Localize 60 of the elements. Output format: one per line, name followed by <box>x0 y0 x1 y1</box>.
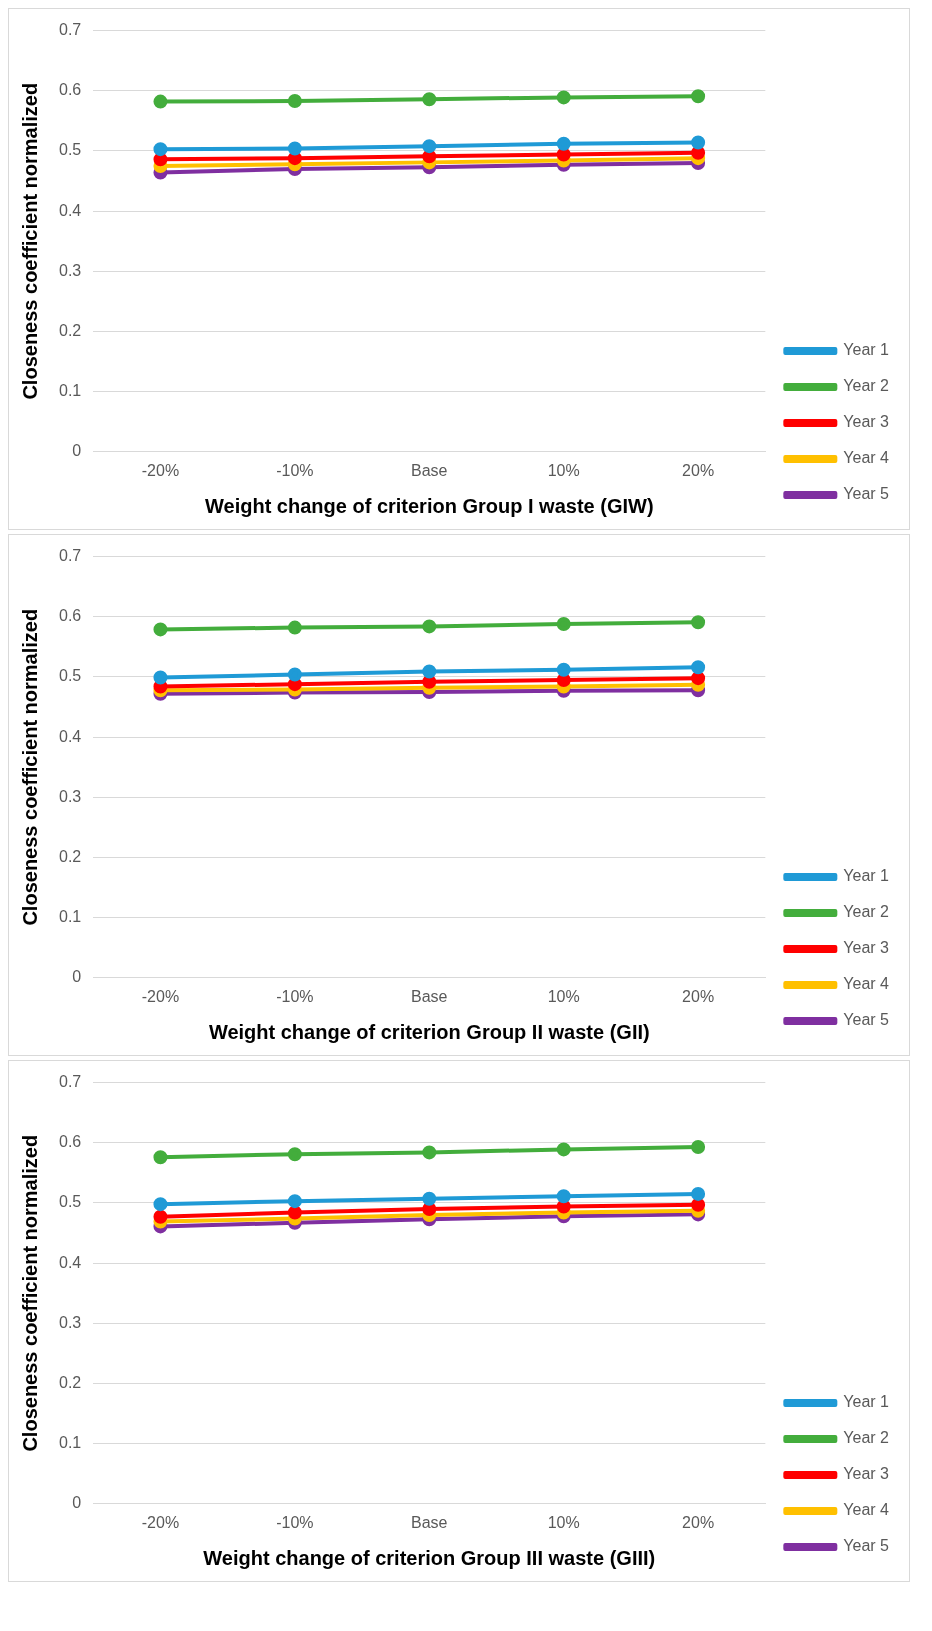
x-tick-label: 20% <box>682 461 715 479</box>
y-tick-label: 0 <box>72 442 82 460</box>
x-tick-label: 20% <box>682 987 715 1005</box>
y-axis-title: Closeness coefficient normalized <box>18 82 41 400</box>
x-tick-label: -20% <box>141 461 180 479</box>
y-tick-label: 0.4 <box>58 201 82 219</box>
y-axis-title: Closeness coefficient normalized <box>18 1134 41 1452</box>
x-tick-label: -10% <box>276 1513 314 1531</box>
x-tick-label: 10% <box>547 987 580 1005</box>
legend-label: Year 2 <box>843 903 890 921</box>
x-tick-label: -10% <box>276 461 314 479</box>
legend-label: Year 1 <box>843 341 890 359</box>
y-tick-label: 0.5 <box>58 667 82 685</box>
legend-label: Year 1 <box>843 867 890 885</box>
y-tick-label: 0.7 <box>58 547 82 565</box>
x-tick-label: -20% <box>141 1513 180 1531</box>
y-tick-label: 0.3 <box>58 787 82 805</box>
y-tick-label: 0.6 <box>58 1133 82 1151</box>
y-tick-label: 0.4 <box>58 727 82 745</box>
legend-label: Year 3 <box>843 939 890 957</box>
y-tick-label: 0.7 <box>58 21 82 39</box>
y-tick-label: 0.5 <box>58 1193 82 1211</box>
x-tick-label: 10% <box>547 1513 580 1531</box>
y-tick-label: 0.2 <box>58 847 82 865</box>
y-tick-label: 0 <box>72 968 82 986</box>
y-tick-label: 0.4 <box>58 1253 82 1271</box>
legend-label: Year 1 <box>843 1393 890 1411</box>
legend-label: Year 5 <box>843 485 890 503</box>
x-tick-label: -10% <box>276 987 314 1005</box>
y-tick-label: 0.2 <box>58 1373 82 1391</box>
x-tick-label: 10% <box>547 461 580 479</box>
legend-label: Year 4 <box>843 1501 890 1519</box>
legend-label: Year 3 <box>843 413 890 431</box>
legend-label: Year 2 <box>843 1429 890 1447</box>
x-tick-label: -20% <box>141 987 180 1005</box>
x-axis-title: Weight change of criterion Group II waste (GII) <box>208 1020 650 1043</box>
y-tick-label: 0.3 <box>58 1313 82 1331</box>
x-tick-label: 20% <box>682 1513 715 1531</box>
y-tick-label: 0.6 <box>58 607 82 625</box>
y-tick-label: 0.6 <box>58 81 82 99</box>
y-tick-label: 0.3 <box>58 261 82 279</box>
x-axis-title: Weight change of criterion Group III waste (GIII) <box>203 1546 656 1569</box>
x-tick-label: Base <box>411 461 448 479</box>
legend-label: Year 5 <box>843 1011 890 1029</box>
y-tick-label: 0.1 <box>58 908 82 926</box>
y-tick-label: 0.7 <box>58 1073 82 1091</box>
y-tick-label: 0.1 <box>58 1434 82 1452</box>
y-tick-label: 0.5 <box>58 141 82 159</box>
y-tick-label: 0.2 <box>58 321 82 339</box>
legend-label: Year 2 <box>843 377 890 395</box>
y-axis-title: Closeness coefficient normalized <box>18 608 41 926</box>
legend-label: Year 4 <box>843 975 890 993</box>
x-tick-label: Base <box>411 987 448 1005</box>
x-tick-label: Base <box>411 1513 448 1531</box>
legend-label: Year 3 <box>843 1465 890 1483</box>
legend-label: Year 4 <box>843 449 890 467</box>
legend-label: Year 5 <box>843 1537 890 1555</box>
y-tick-label: 0 <box>72 1494 82 1512</box>
x-axis-title: Weight change of criterion Group I waste (GIW) <box>205 494 654 517</box>
y-tick-label: 0.1 <box>58 382 82 400</box>
